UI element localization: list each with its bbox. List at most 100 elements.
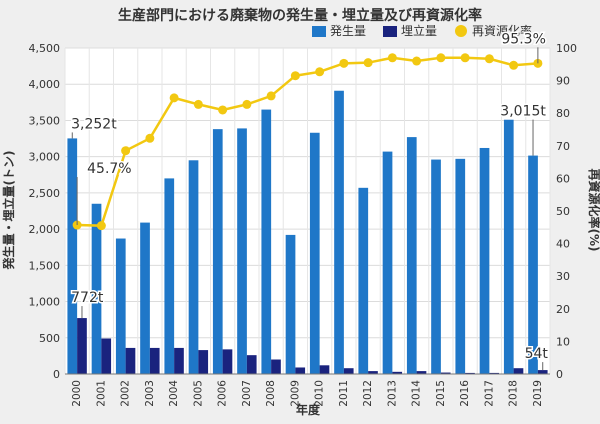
annotations: 3,252t 3,015t 772t 54t 45.7% 95.3% (70, 30, 550, 371)
bar-landfill (149, 347, 160, 374)
x-tick-label: 2018 (508, 380, 520, 407)
y-right-tick-label: 0 (556, 368, 563, 381)
bar-landfill (222, 349, 233, 374)
annotation-label: 3,252t (71, 116, 117, 132)
rate-point (339, 58, 349, 68)
y-left-tick-label: 500 (39, 332, 60, 345)
annotation-label: 3,015t (500, 104, 546, 120)
bar-generation (431, 159, 441, 374)
y-left-tick-label: 3,000 (29, 151, 61, 164)
bar-landfill (295, 367, 306, 374)
bar-generation (406, 137, 417, 374)
y-left-tick-label: 4,500 (29, 42, 61, 55)
bar-landfill (319, 365, 330, 374)
x-tick-label: 2004 (168, 380, 180, 407)
x-tick-label: 2015 (435, 380, 447, 407)
y-right-tick-label: 40 (556, 238, 570, 251)
legend-label: 発生量 (330, 24, 366, 38)
x-tick-label: 2000 (71, 380, 83, 407)
bar-landfill (416, 371, 427, 374)
bar-generation (237, 128, 247, 374)
x-tick-label: 2016 (459, 380, 471, 407)
legend-label: 埋立量 (401, 23, 437, 38)
annotation-label: 54t (525, 346, 549, 362)
bar-landfill (77, 318, 87, 374)
x-tick-label: 2008 (265, 380, 277, 407)
rate-point (484, 54, 494, 64)
bar-landfill (513, 368, 524, 374)
rate-point (121, 146, 131, 156)
x-tick-label: 2011 (338, 380, 350, 407)
y-left-tick-label: 3,500 (29, 114, 61, 127)
rate-point (509, 60, 519, 70)
bar-generation (212, 129, 223, 374)
bar-landfill (343, 368, 354, 374)
bar-landfill (440, 372, 451, 374)
rate-point (387, 53, 397, 63)
bar-landfill (271, 359, 281, 374)
bar-landfill (368, 371, 378, 374)
bar-landfill (537, 370, 548, 374)
x-tick-label: 2012 (362, 380, 374, 407)
y-left-tick-label: 1,500 (29, 259, 61, 272)
y-right-tick-label: 60 (556, 172, 570, 185)
y-right-tick-label: 20 (556, 303, 570, 316)
bar-generation (334, 90, 344, 375)
bar-generation (140, 222, 150, 374)
legend-item: 再資源化率 (455, 23, 532, 38)
gridlines (64, 47, 551, 375)
x-tick-label: 2006 (217, 380, 229, 407)
bar-generation (67, 138, 78, 374)
chart-title: 生産部門における廃棄物の発生量・埋立量及び再資源化率 (118, 7, 482, 24)
bar-generation (91, 203, 102, 374)
x-tick-label: 2019 (532, 380, 544, 407)
rate-point (290, 71, 300, 81)
y-right-tick-label: 100 (556, 42, 577, 55)
bar-generation (358, 187, 369, 374)
x-tick-label: 2010 (314, 380, 326, 407)
y-axis-right-label: 再資源化率(%) (587, 169, 600, 252)
x-axis-label: 年度 (296, 402, 321, 417)
bars (67, 90, 548, 375)
legend-item: 発生量 (312, 24, 366, 38)
bar-landfill (198, 350, 209, 374)
x-tick-label: 2013 (386, 380, 398, 407)
bar-landfill (101, 338, 112, 374)
rate-point (193, 99, 203, 109)
rate-point (436, 53, 446, 63)
y-left-tick-label: 1,000 (29, 296, 61, 309)
y-right-tick-label: 90 (556, 75, 570, 88)
bar-generation (164, 178, 175, 374)
annotation-label: 772t (71, 290, 104, 306)
legend-swatch (383, 26, 397, 37)
rate-point (96, 221, 106, 231)
bar-generation (528, 155, 538, 374)
y-left-tick-label: 2,000 (29, 223, 61, 236)
x-tick-label: 2005 (192, 380, 204, 407)
y-axis-left-label: 発生量・埋立量(トン) (1, 151, 16, 271)
legend: 発生量 埋立量 再資源化率 (312, 23, 532, 38)
y-right-tick-label: 30 (556, 270, 570, 283)
rate-point (145, 133, 155, 143)
bar-generation (503, 119, 514, 374)
bar-landfill (392, 371, 403, 374)
bar-landfill (489, 372, 500, 374)
bar-generation (479, 147, 490, 374)
legend-label: 再資源化率 (472, 23, 532, 38)
bar-generation (188, 160, 199, 374)
rate-point (242, 99, 252, 109)
annotation-label: 95.3% (501, 31, 545, 47)
rate-point (412, 56, 422, 66)
y-left-tick-label: 2,500 (29, 187, 61, 200)
rate-point (460, 53, 470, 63)
y-left-tick-label: 0 (53, 368, 60, 381)
x-tick-label: 2003 (144, 380, 156, 407)
rate-point (315, 67, 325, 77)
y-left-tick-label: 4,000 (29, 78, 61, 91)
rate-point (266, 91, 276, 101)
bar-generation (285, 234, 296, 374)
rate-point (169, 93, 179, 103)
legend-item: 埋立量 (383, 23, 437, 38)
